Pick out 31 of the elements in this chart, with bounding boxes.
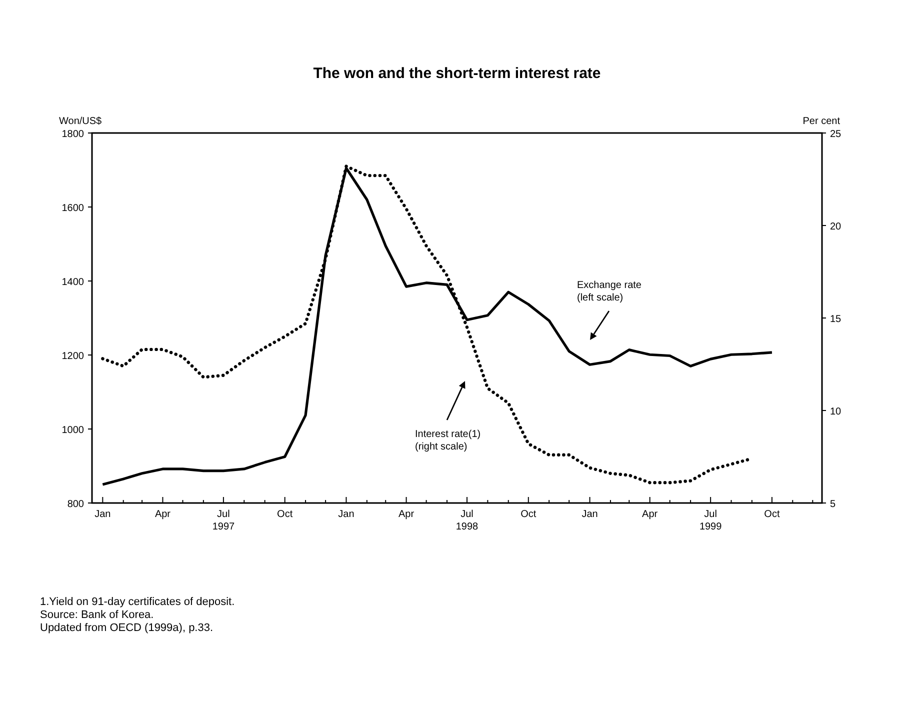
y2-tick-label: 20: [830, 222, 842, 232]
y-tick-label: 1600: [62, 203, 84, 214]
x-tick-label: Oct: [764, 509, 780, 520]
y2-tick-label: 15: [830, 314, 842, 325]
chart-title: The won and the short-term interest rate: [313, 65, 601, 82]
x-tick-label: Apr: [154, 509, 172, 520]
annotation: Interest rate(1) (right scale): [415, 429, 481, 452]
x-tick-label: Jul 1998: [456, 509, 479, 532]
source-note: Source: Bank of Korea.: [40, 609, 154, 621]
y-tick-label: 1800: [62, 129, 84, 140]
x-tick-label: Jan: [338, 509, 354, 520]
x-tick-label: Apr: [642, 509, 658, 520]
text: Updated from OECD (1999a), p.33.: [40, 622, 214, 634]
y2-axis-title: Per cent: [802, 116, 840, 127]
x-tick-label: Jan: [94, 509, 111, 520]
text: 1.Yield on 91-day certificates of deposit.: [40, 596, 235, 608]
x-tick-label: Jan: [582, 509, 598, 520]
y2-tick-label: 10: [830, 406, 842, 418]
y-axis-title: Won/US$: [59, 116, 102, 127]
annotation: Exchange rate (left scale): [577, 280, 642, 304]
x-tick-label: Oct: [520, 509, 536, 520]
y-tick-label: 1200: [62, 351, 84, 362]
y-tick-label: 800: [67, 499, 84, 510]
x-tick-label: Jul 1999: [699, 509, 722, 532]
x-tick-label: Apr: [398, 509, 415, 520]
x-tick-label: Jul 1997: [212, 509, 236, 532]
x-tick-label: Oct: [277, 509, 293, 520]
y-tick-label: 1000: [62, 425, 84, 436]
y2-tick-label: 5: [830, 499, 836, 510]
y2-tick-label: 25: [830, 129, 842, 140]
y-tick-label: 1400: [62, 277, 84, 288]
